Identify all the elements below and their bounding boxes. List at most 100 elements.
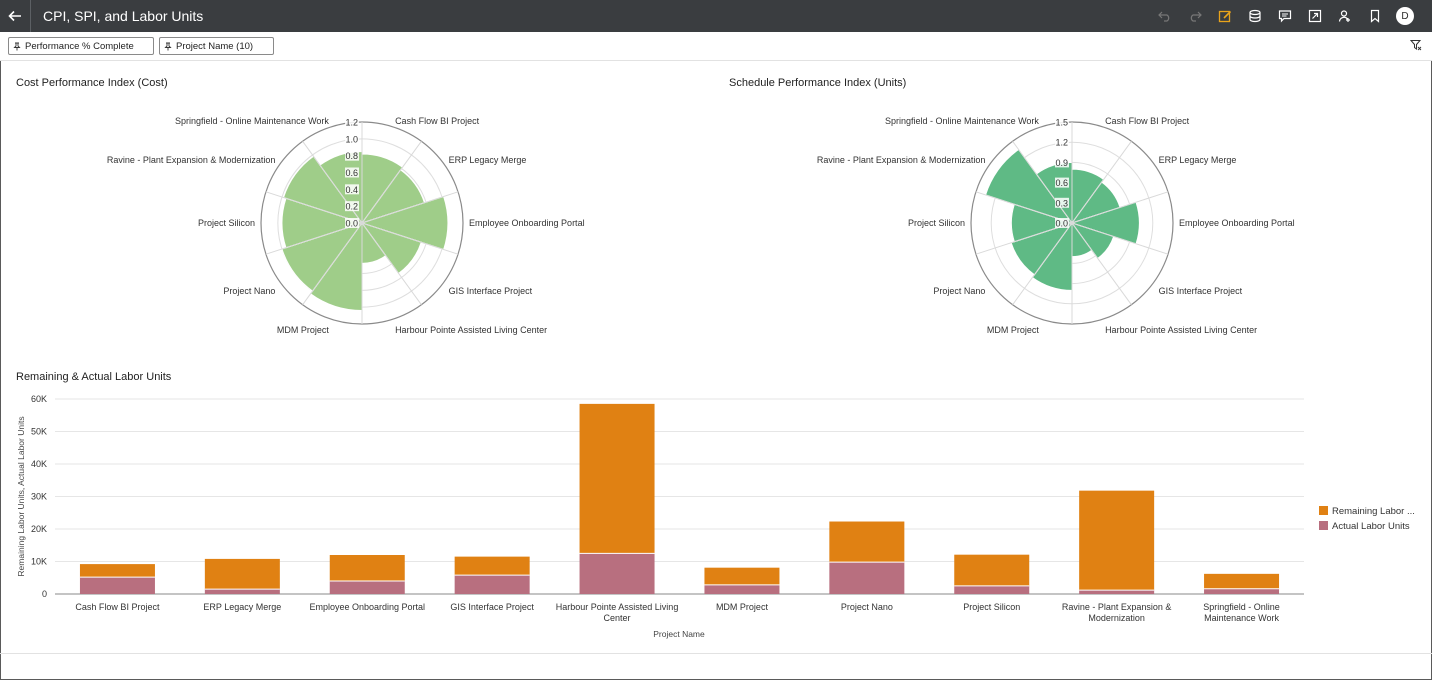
bar-actual: [1079, 590, 1155, 594]
x-tick-label: Project Silicon: [963, 602, 1020, 612]
radar-tick-label: 0.6: [1055, 178, 1068, 188]
edit-icon[interactable]: [1210, 0, 1240, 32]
back-arrow-icon: [8, 10, 21, 22]
y-tick-label: 20K: [31, 524, 47, 534]
redo-icon[interactable]: [1180, 0, 1210, 32]
radar-tick-bg: [1055, 157, 1069, 168]
radar-category-label: Harbour Pointe Assisted Living Center: [395, 325, 547, 335]
filter-pill-project-name[interactable]: Project Name (10): [159, 37, 274, 55]
radar-tick-label: 0.0: [345, 219, 358, 229]
x-tick-label: Ravine - Plant Expansion &: [1062, 602, 1172, 612]
radar-spoke: [1071, 222, 1132, 306]
radar-spoke: [1012, 140, 1073, 224]
x-tick-label: GIS Interface Project: [450, 602, 534, 612]
x-tick-label: Employee Onboarding Portal: [309, 602, 425, 612]
bar-remaining: [829, 521, 905, 563]
radar-tick-bg: [345, 150, 359, 161]
x-tick-label: MDM Project: [716, 602, 769, 612]
radar-tick-bg: [1055, 177, 1069, 188]
legend-swatch: [1319, 521, 1328, 530]
back-button[interactable]: [0, 0, 30, 32]
bar-actual: [579, 553, 655, 594]
toolbar-separator: [30, 0, 31, 32]
share-user-icon[interactable]: [1330, 0, 1360, 32]
radar-category-label: Cash Flow BI Project: [395, 116, 480, 126]
radar-category-label: MDM Project: [277, 325, 330, 335]
radar-tick-bg: [1055, 218, 1069, 228]
bar-remaining: [704, 567, 780, 585]
x-tick-label: Harbour Pointe Assisted Living: [556, 602, 679, 612]
legend-label: Remaining Labor ...: [1332, 506, 1415, 517]
radar-tick-bg: [345, 184, 359, 195]
radar-spoke: [975, 191, 1073, 224]
filter-pill-label: Performance % Complete: [25, 40, 134, 52]
comment-icon[interactable]: [1270, 0, 1300, 32]
undo-icon[interactable]: [1150, 0, 1180, 32]
filter-icon[interactable]: [1409, 38, 1422, 56]
toolbar-icons: D: [1150, 0, 1416, 32]
radar-category-label: MDM Project: [987, 325, 1040, 335]
bookmark-icon[interactable]: [1360, 0, 1390, 32]
radar-category-label: Springfield - Online Maintenance Work: [885, 116, 1039, 126]
radar-spoke: [302, 222, 363, 306]
labor-chart-title: Remaining & Actual Labor Units: [16, 371, 172, 383]
bar-remaining: [204, 558, 280, 590]
bar-remaining: [579, 403, 655, 554]
y-tick-label: 30K: [31, 492, 47, 502]
radar-tick-bg: [345, 218, 359, 228]
spi-chart-title: Schedule Performance Index (Units): [729, 77, 907, 89]
bar-actual: [954, 585, 1030, 594]
top-toolbar: CPI, SPI, and Labor Units D: [0, 0, 1432, 32]
filter-pill-performance-complete[interactable]: Performance % Complete: [8, 37, 154, 55]
bar-remaining: [1204, 573, 1280, 589]
bar-remaining: [454, 556, 530, 576]
y-tick-label: 40K: [31, 459, 47, 469]
filter-bar: Performance % Complete Project Name (10): [0, 32, 1432, 61]
x-tick-label: Springfield - Online: [1203, 602, 1280, 612]
x-tick-label: Maintenance Work: [1204, 613, 1279, 623]
bar-actual: [454, 575, 530, 594]
radar-tick-label: 1.5: [1055, 118, 1068, 128]
spi-radar-chart: 0.0 0.3 0.6 0.9 1.2 1.5 Cash Flow BI Project ER…: [817, 116, 1295, 335]
avatar[interactable]: D: [1396, 7, 1414, 25]
radar-category-label: Springfield - Online Maintenance Work: [175, 116, 329, 126]
radar-category-label: Project Nano: [933, 286, 985, 296]
page-title: CPI, SPI, and Labor Units: [43, 8, 204, 24]
radar-tick-label: 1.2: [345, 118, 358, 128]
y-tick-label: 50K: [31, 427, 47, 437]
radar-spoke: [265, 191, 363, 224]
radar-tick-bg: [1055, 117, 1069, 127]
radar-category-label: Project Silicon: [908, 218, 965, 228]
radar-tick-bg: [345, 117, 359, 127]
radar-category-label: ERP Legacy Merge: [449, 155, 527, 165]
radar-spoke: [361, 191, 459, 224]
y-tick-label: 10K: [31, 557, 47, 567]
y-tick-label: 60K: [31, 394, 47, 404]
radar-tick-label: 1.2: [1055, 138, 1068, 148]
radar-category-label: Ravine - Plant Expansion & Modernization: [817, 155, 986, 165]
x-tick-label: Center: [604, 613, 631, 623]
bar-actual: [204, 589, 280, 594]
bar-remaining: [954, 554, 1030, 586]
radar-tick-label: 0.8: [345, 151, 358, 161]
data-icon[interactable]: [1240, 0, 1270, 32]
radar-spoke: [361, 222, 422, 306]
radar-tick-bg: [1055, 197, 1069, 208]
bar-actual: [704, 584, 780, 594]
x-tick-label: Modernization: [1088, 613, 1145, 623]
radar-tick-label: 0.9: [1055, 158, 1068, 168]
bar-remaining: [79, 564, 155, 578]
present-icon[interactable]: [1300, 0, 1330, 32]
bar-remaining: [1079, 490, 1155, 591]
radar-spoke: [975, 222, 1073, 255]
radar-category-label: GIS Interface Project: [449, 286, 533, 296]
bar-remaining: [329, 555, 405, 581]
radar-category-label: Harbour Pointe Assisted Living Center: [1105, 325, 1257, 335]
radar-spoke: [361, 140, 422, 224]
bottom-divider: [0, 653, 1432, 654]
cpi-radar-chart: 0.0 0.2 0.4 0.6 0.8 1.0 1.2 Cash Flow BI Projec…: [107, 116, 585, 335]
x-tick-label: Project Nano: [841, 602, 893, 612]
radar-category-label: Project Nano: [223, 286, 275, 296]
radar-category-label: Employee Onboarding Portal: [1179, 218, 1295, 228]
labor-bar-chart: 0 10K 20K 30K 40K 50K 60K Remaining Labor Units…: [16, 394, 1415, 639]
